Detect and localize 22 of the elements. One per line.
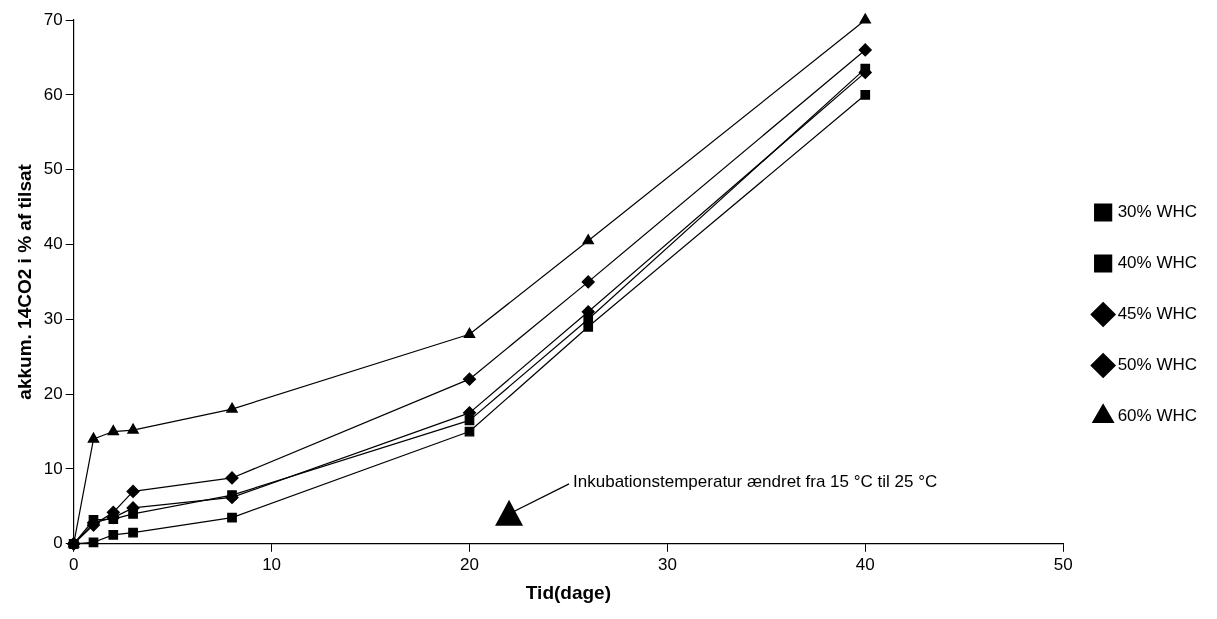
x-tick-label: 10 (262, 554, 282, 574)
annotation: Inkubationstemperatur ændret fra 15 °C til 25 °C (573, 471, 938, 491)
legend-label: 30% WHC (1117, 202, 1198, 222)
y-tick-label: 30 (43, 309, 63, 328)
legend-label: 50% WHC (1117, 355, 1198, 375)
x-tick-label: 0 (68, 554, 79, 574)
legend-label: 40% WHC (1117, 253, 1198, 273)
y-tick-label: 10 (43, 458, 63, 478)
x-tick-label: 40 (855, 554, 875, 574)
y-tick-label: 40 (43, 234, 63, 254)
y-tick-label: 20 (43, 383, 63, 403)
x-tick-label: 50 (1053, 554, 1073, 574)
x-tick-label: 30 (657, 554, 677, 574)
y-axis-title: akkum. 14CO2 i % af tilsat (13, 163, 35, 400)
y-tick-label: 60 (43, 84, 63, 104)
y-tick-label: 0 (53, 533, 63, 553)
legend-label: 45% WHC (1117, 304, 1198, 324)
x-tick-label: 20 (460, 554, 479, 574)
legend-label: 60% WHC (1117, 406, 1198, 426)
y-tick-label: 50 (43, 159, 63, 179)
y-tick-label: 70 (43, 9, 63, 29)
x-axis-title: Tid(dage) (525, 581, 612, 603)
